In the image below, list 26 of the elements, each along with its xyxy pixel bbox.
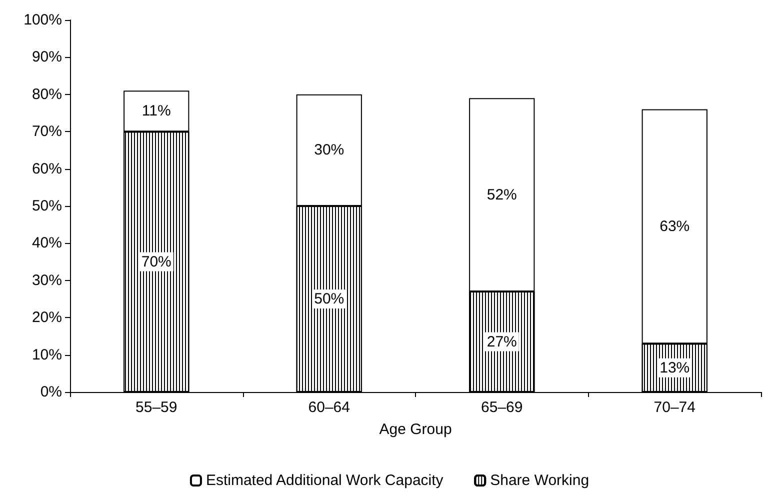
legend-label: Share Working <box>490 472 590 489</box>
y-tick-label: 50% <box>32 198 62 214</box>
x-tick-label: 65–69 <box>481 399 523 416</box>
y-tick-label: 30% <box>32 272 62 289</box>
y-tick-label: 20% <box>32 309 62 326</box>
y-tick-label: 80% <box>32 86 62 103</box>
y-tick-label: 90% <box>32 48 62 66</box>
x-tick-label: 55–59 <box>136 399 178 416</box>
data-label: 70% <box>141 253 172 270</box>
y-tick-label: 40% <box>32 234 62 252</box>
x-axis-title: Age Group <box>379 421 452 438</box>
x-tick-label: 70–74 <box>654 399 696 416</box>
data-label: 52% <box>486 186 517 204</box>
y-tick-label: 60% <box>32 160 62 178</box>
data-label: 27% <box>486 333 517 350</box>
data-label: 30% <box>314 142 344 159</box>
y-tick-label: 70% <box>32 123 62 140</box>
data-label: 50% <box>314 290 344 308</box>
y-tick-label: 100% <box>24 12 62 28</box>
y-tick-label: 0% <box>40 384 62 400</box>
data-label: 63% <box>660 218 690 235</box>
data-label: 11% <box>142 102 171 120</box>
y-tick-label: 10% <box>32 346 62 364</box>
legend-label: Estimated Additional Work Capacity <box>206 472 444 489</box>
data-label: 13% <box>660 359 690 376</box>
x-tick-label: 60–64 <box>308 399 350 416</box>
